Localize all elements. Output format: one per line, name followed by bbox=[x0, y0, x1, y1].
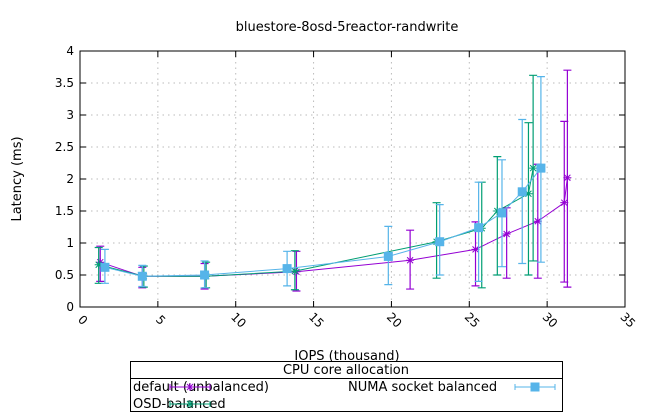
data-point bbox=[493, 207, 502, 215]
star-marker bbox=[529, 164, 538, 173]
x-tick-label: 20 bbox=[384, 310, 405, 331]
data-point bbox=[200, 270, 210, 280]
data-point bbox=[536, 163, 546, 173]
x-tick-label: 15 bbox=[306, 310, 327, 331]
cross-marker bbox=[96, 258, 105, 267]
data-point bbox=[186, 400, 194, 408]
x-tick-label: 0 bbox=[75, 313, 90, 328]
series-line bbox=[104, 167, 542, 277]
cross-marker bbox=[563, 173, 572, 182]
star-marker bbox=[290, 267, 299, 276]
cross-marker bbox=[406, 256, 415, 265]
data-point bbox=[100, 262, 110, 272]
data-point bbox=[290, 267, 299, 276]
data-point bbox=[563, 173, 572, 182]
square-marker bbox=[282, 264, 292, 274]
square-marker bbox=[517, 187, 527, 197]
y-tick-label: 1 bbox=[66, 236, 74, 250]
y-tick-label: 3.5 bbox=[55, 76, 74, 90]
data-point bbox=[474, 223, 484, 233]
series-osd-balanced bbox=[94, 74, 538, 291]
y-axis-label: Latency (ms) bbox=[10, 136, 25, 221]
error-bar bbox=[524, 122, 533, 276]
square-marker bbox=[497, 208, 507, 218]
square-marker bbox=[200, 270, 210, 280]
legend-symbol bbox=[169, 383, 211, 391]
y-tick-label: 4 bbox=[66, 44, 74, 58]
square-marker bbox=[435, 237, 445, 247]
x-tick-label: 30 bbox=[540, 310, 561, 331]
y-tick-label: 3 bbox=[66, 108, 74, 122]
y-tick-label: 2 bbox=[66, 172, 74, 186]
data-point bbox=[282, 264, 292, 274]
square-marker bbox=[474, 223, 484, 233]
data-point bbox=[186, 383, 194, 391]
star-marker bbox=[186, 400, 194, 408]
star-marker bbox=[493, 207, 502, 215]
x-axis-label: IOPS (thousand) bbox=[294, 349, 399, 364]
legend-title: CPU core allocation bbox=[283, 363, 409, 378]
cross-marker bbox=[292, 267, 301, 276]
data-point bbox=[517, 187, 527, 197]
data-point bbox=[471, 245, 480, 254]
data-point bbox=[502, 230, 511, 239]
series-default-unbalanced- bbox=[96, 69, 572, 292]
y-tick-label: 0.5 bbox=[55, 268, 74, 282]
x-tick-label: 5 bbox=[153, 313, 168, 328]
chart-title: bluestore-8osd-5reactor-randwrite bbox=[236, 20, 459, 35]
data-point bbox=[533, 217, 542, 226]
cross-marker bbox=[186, 383, 194, 391]
y-tick-label: 0 bbox=[66, 300, 74, 314]
data-point bbox=[292, 267, 301, 276]
legend-symbol bbox=[169, 400, 211, 408]
data-point bbox=[497, 208, 507, 218]
data-point bbox=[137, 271, 147, 281]
cross-marker bbox=[560, 198, 569, 207]
data-point bbox=[560, 198, 569, 207]
data-point bbox=[435, 237, 445, 247]
legend-label: NUMA socket balanced bbox=[348, 380, 497, 395]
data-point bbox=[94, 260, 103, 269]
star-marker bbox=[94, 260, 103, 269]
data-point bbox=[530, 382, 540, 392]
square-marker bbox=[536, 163, 546, 173]
star-marker bbox=[524, 189, 533, 198]
cross-marker bbox=[471, 245, 480, 254]
square-marker bbox=[100, 262, 110, 272]
y-tick-label: 1.5 bbox=[55, 204, 74, 218]
series-layer bbox=[94, 69, 572, 292]
square-marker bbox=[383, 251, 393, 261]
x-tick-label: 10 bbox=[228, 310, 249, 331]
legend: CPU core allocation default (unbalanced)… bbox=[130, 361, 563, 412]
square-marker bbox=[530, 382, 540, 392]
data-point bbox=[529, 164, 538, 173]
data-point bbox=[383, 251, 393, 261]
y-tick-label: 2.5 bbox=[55, 140, 74, 154]
data-point bbox=[96, 258, 105, 267]
x-tick-label: 25 bbox=[462, 310, 483, 331]
square-marker bbox=[137, 271, 147, 281]
series-numa-socket-balanced bbox=[100, 76, 546, 289]
series-line bbox=[98, 168, 534, 277]
grid bbox=[80, 51, 625, 307]
cross-marker bbox=[533, 217, 542, 226]
legend-symbol bbox=[514, 382, 556, 392]
data-point bbox=[406, 256, 415, 265]
x-tick-label: 35 bbox=[617, 310, 638, 331]
cross-marker bbox=[502, 230, 511, 239]
data-point bbox=[524, 189, 533, 198]
